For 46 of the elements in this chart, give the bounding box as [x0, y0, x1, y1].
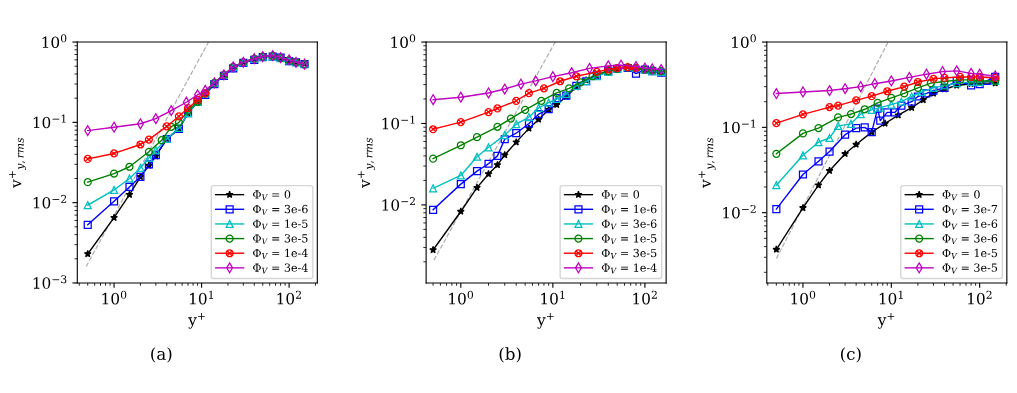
x-tick-label: 10$^{2}$: [633, 290, 657, 305]
y-tick-label: 10$^{0}$: [732, 34, 756, 48]
legend-label: Φ$_{V}$ = 0: [601, 190, 640, 201]
text: (c): [840, 347, 861, 363]
y-tick-label: 10$^{−2}$: [382, 197, 415, 211]
legend-label: Φ$_{V}$ = 3e-6: [942, 234, 998, 245]
legend-label: Φ$_{V}$ = 1e-6: [601, 204, 657, 215]
text: (a): [151, 347, 172, 363]
x-tick-label: 10$^{1}$: [541, 290, 565, 305]
x-tick-label: 10$^{0}$: [791, 290, 816, 305]
y-tick-label: 10$^{−1}$: [723, 119, 756, 134]
x-axis-title: y$^{+}$: [877, 313, 895, 329]
y-tick-label: 10$^{−1}$: [33, 114, 66, 129]
legend-label: Φ$_{V}$ = 3e-6: [601, 219, 657, 230]
text: (b): [499, 347, 521, 363]
legend-label: Φ$_{V}$ = 1e-6: [942, 219, 998, 230]
legend-label: Φ$_{V}$ = 3e-5: [601, 248, 657, 259]
legend-label: Φ$_{V}$ = 3e-6: [253, 204, 308, 215]
y-axis-title: v$^{+}$$_{y,rms}$: [357, 137, 375, 188]
y-tick-label: 10$^{−3}$: [33, 275, 67, 289]
y-tick-label: 10$^{−1}$: [382, 115, 415, 130]
y-axis-title: v$^{+}$$_{y,rms}$: [698, 137, 716, 188]
legend-label: Φ$_{V}$ = 3e-7: [942, 204, 998, 215]
y-tick-label: 10$^{0}$: [391, 34, 416, 48]
legend-label: Φ$_{V}$ = 3e-5: [253, 234, 308, 245]
legend-label: Φ$_{V}$ = 3e-4: [253, 263, 308, 274]
y-tick-label: 10$^{−2}$: [33, 194, 67, 209]
legend-label: Φ$_{V}$ = 1e-4: [253, 248, 308, 259]
legend-label: Φ$_{V}$ = 1e-5: [601, 234, 657, 245]
x-tick-label: 10$^{2}$: [277, 290, 301, 305]
x-axis-title: y$^{+}$: [188, 313, 205, 329]
legend-label: Φ$_{V}$ = 0: [942, 190, 980, 201]
legend-label: Φ$_{V}$ = 3e-5: [942, 263, 998, 274]
x-tick-label: 10$^{2}$: [968, 290, 992, 305]
legend-label: Φ$_{V}$ = 1e-5: [253, 219, 308, 230]
y-tick-label: 10$^{−2}$: [723, 204, 756, 219]
x-tick-label: 10$^{0}$: [102, 290, 127, 305]
legend-label: Φ$_{V}$ = 1e-4: [601, 263, 657, 274]
x-tick-label: 10$^{1}$: [879, 290, 903, 305]
legend-label: Φ$_{V}$ = 0: [253, 190, 291, 201]
x-tick-label: 10$^{0}$: [449, 290, 474, 305]
legend-label: Φ$_{V}$ = 1e-5: [942, 248, 998, 259]
y-axis-title: v$^{+}$$_{y,rms}$: [9, 137, 27, 188]
x-axis-title: y$^{+}$: [536, 313, 554, 329]
x-tick-label: 10$^{1}$: [190, 290, 214, 305]
y-tick-label: 10$^{0}$: [42, 34, 67, 48]
